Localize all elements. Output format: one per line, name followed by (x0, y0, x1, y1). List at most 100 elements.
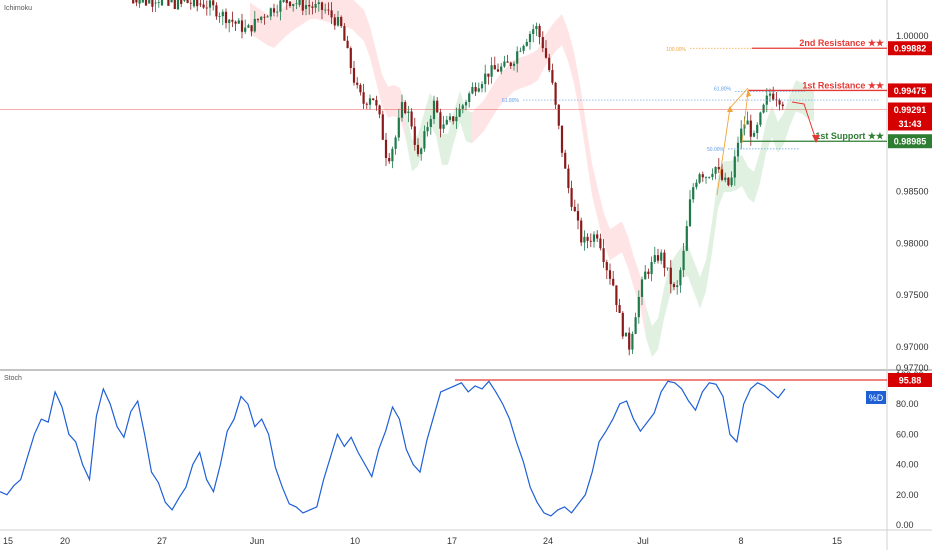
candle-body (756, 124, 759, 134)
candle-body (221, 11, 224, 17)
candle-body (679, 270, 682, 286)
candle-body (557, 104, 560, 126)
candle-body (656, 255, 660, 261)
candle-body (538, 25, 541, 38)
time-tick-label: 10 (350, 536, 360, 546)
candle-body (621, 312, 624, 337)
candle-body (295, 3, 298, 5)
candle-body (740, 128, 743, 143)
cloud-segment (388, 85, 394, 118)
support-resistance-lines: 2nd Resistance ★★ 1st Resistance ★★ 1st Su… (0, 38, 887, 142)
candle-body (714, 167, 717, 174)
candle-body (615, 285, 618, 306)
candle-body (768, 93, 772, 96)
candle-body (436, 100, 439, 113)
candle-body (759, 112, 762, 125)
candle-body (260, 16, 263, 20)
candle-body (717, 167, 720, 170)
candle-body (506, 61, 509, 63)
last-price-tag: 0.99291 (894, 105, 927, 115)
cloud-segment (754, 151, 760, 203)
cloud-segment (502, 65, 508, 104)
candle-body (455, 116, 458, 122)
candle-body (404, 102, 407, 114)
candle-body (141, 0, 144, 3)
candle-body (660, 252, 663, 261)
candle-body (535, 25, 538, 30)
stoch-d-line (0, 380, 786, 517)
candle-body (608, 270, 612, 279)
candle-body (333, 17, 336, 26)
cloud-segment (652, 318, 658, 358)
cloud-segment (790, 80, 796, 126)
candle-body (752, 133, 756, 137)
candle-body (743, 124, 746, 129)
candle-body (653, 255, 656, 262)
fib-618-label-left: 61.80% (502, 98, 520, 104)
candle-body (727, 177, 730, 186)
cloud-segment (484, 89, 490, 132)
cloud-segment (460, 90, 466, 142)
stoch-level-tag: 95.88 (899, 375, 922, 385)
candle-body (285, 0, 288, 4)
candle-body (189, 2, 192, 4)
first-support-price-tag-bg (888, 134, 932, 149)
candle-body (493, 65, 496, 70)
cloud-segment (580, 83, 586, 155)
fib-range-line-2 (741, 91, 749, 144)
cloud-segment (616, 221, 622, 257)
last-price-tag-bg (888, 102, 932, 117)
cloud-segment (556, 14, 562, 52)
cloud-segment (796, 80, 802, 114)
candle-body (298, 0, 301, 5)
cloud-segment (628, 236, 634, 289)
candle-body (602, 248, 605, 263)
time-tick-label: 27 (157, 536, 167, 546)
cloud-segment (712, 177, 718, 253)
cloud-segment (406, 108, 412, 172)
cloud-segment (448, 110, 454, 165)
fib-618-label-right: 61.80% (714, 86, 732, 92)
candle-body (573, 206, 576, 212)
candle-body (468, 93, 471, 103)
cloud-segment (550, 19, 556, 60)
candle-body (637, 296, 640, 318)
candle-body (356, 82, 359, 85)
cloud-segment (610, 225, 616, 261)
candle-body (154, 2, 157, 4)
candle-body (464, 102, 468, 106)
candle-body (516, 51, 519, 64)
cloud-segment (280, 4, 286, 42)
candle-body (359, 84, 362, 93)
candle-body (381, 114, 384, 140)
candle-body (378, 105, 381, 115)
projection-arrow-head (812, 135, 820, 143)
candle-body (244, 27, 247, 32)
candle-body (730, 177, 733, 186)
cloud-segment (760, 121, 766, 184)
second-resistance-label: 2nd Resistance ★★ (799, 38, 885, 48)
candle-body (157, 2, 160, 4)
cloud-segment (262, 10, 268, 46)
cloud-segment (358, 4, 364, 42)
first-resistance-price-tag: 0.99475 (894, 86, 927, 96)
candle-body (592, 234, 596, 242)
candle-body (256, 18, 260, 20)
cloud-segment (472, 106, 478, 144)
stoch-pane[interactable] (0, 371, 887, 530)
candle-body (695, 182, 698, 188)
candle-body (490, 65, 493, 77)
candle-body (666, 267, 669, 269)
candle-body (400, 102, 404, 118)
candle-body (416, 144, 420, 155)
candle-body (301, 0, 304, 11)
first-support-price-tag: 0.98985 (894, 137, 927, 147)
candle-body (215, 5, 218, 17)
candle-body (589, 240, 592, 242)
candle-body (148, 0, 151, 4)
candle-body (423, 131, 426, 149)
candle-body (439, 112, 442, 129)
candle-body (196, 0, 199, 7)
stoch-tick-label: 40.00 (896, 460, 919, 470)
